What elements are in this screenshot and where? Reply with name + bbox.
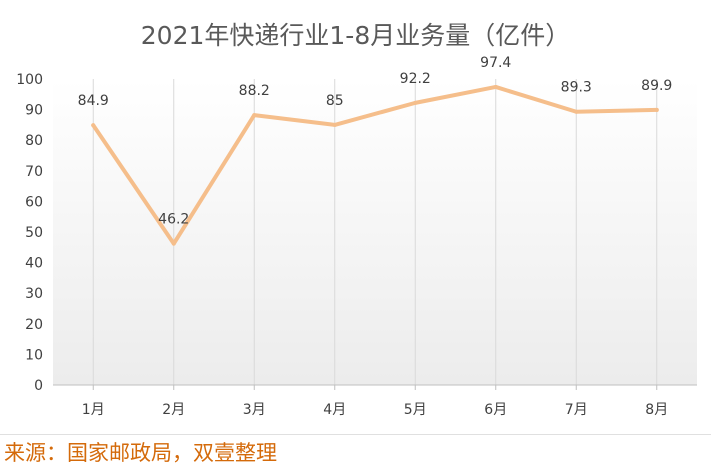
y-tick-label: 20 bbox=[25, 317, 43, 333]
x-tick-label: 3月 bbox=[243, 402, 266, 418]
chart-title: 2021年快递行业1-8月业务量（亿件） bbox=[140, 21, 571, 50]
plot-background bbox=[53, 79, 697, 385]
line-chart: 0 10 20 30 40 50 60 70 80 90 100 1月 2月 3月 4月 5月 6月 7月 8月 84… bbox=[16, 55, 697, 418]
data-point bbox=[332, 122, 337, 127]
data-label: 89.3 bbox=[561, 80, 592, 96]
x-tick-label: 2月 bbox=[162, 402, 185, 418]
y-tick-label: 80 bbox=[25, 133, 43, 149]
y-tick-label: 50 bbox=[25, 225, 43, 241]
data-label: 85 bbox=[326, 93, 344, 109]
data-point bbox=[91, 123, 96, 128]
y-tick-label: 10 bbox=[25, 347, 43, 363]
y-tick-label: 70 bbox=[25, 164, 43, 180]
data-label: 88.2 bbox=[239, 83, 270, 99]
data-label: 89.9 bbox=[641, 78, 672, 94]
y-tick-label: 40 bbox=[25, 256, 43, 272]
x-tick-label: 7月 bbox=[565, 402, 588, 418]
data-point bbox=[252, 113, 257, 118]
x-tick-label: 1月 bbox=[82, 402, 105, 418]
y-tick-label: 90 bbox=[25, 103, 43, 119]
x-tick-label: 8月 bbox=[645, 402, 668, 418]
series-line bbox=[91, 84, 659, 246]
x-tick-label: 4月 bbox=[323, 402, 346, 418]
y-tick-label: 100 bbox=[16, 72, 43, 88]
y-tick-label: 60 bbox=[25, 194, 43, 210]
data-point bbox=[171, 241, 176, 246]
source-text: 来源：国家邮政局，双壹整理 bbox=[4, 441, 277, 465]
data-label: 97.4 bbox=[480, 55, 511, 71]
data-point bbox=[654, 107, 659, 112]
data-label: 46.2 bbox=[158, 212, 189, 228]
source-footer: 来源：国家邮政局，双壹整理 bbox=[0, 434, 711, 467]
y-tick-label: 0 bbox=[34, 378, 43, 394]
x-tick-label: 6月 bbox=[484, 402, 507, 418]
data-label: 92.2 bbox=[400, 71, 431, 87]
data-point bbox=[574, 109, 579, 114]
data-label: 84.9 bbox=[78, 93, 109, 109]
data-point bbox=[493, 84, 498, 89]
chart-area: 2021年快递行业1-8月业务量（亿件） 0 10 20 30 40 50 60 70 80 90… bbox=[16, 21, 697, 418]
x-tick-label: 5月 bbox=[404, 402, 427, 418]
data-point bbox=[413, 100, 418, 105]
y-tick-label: 30 bbox=[25, 286, 43, 302]
